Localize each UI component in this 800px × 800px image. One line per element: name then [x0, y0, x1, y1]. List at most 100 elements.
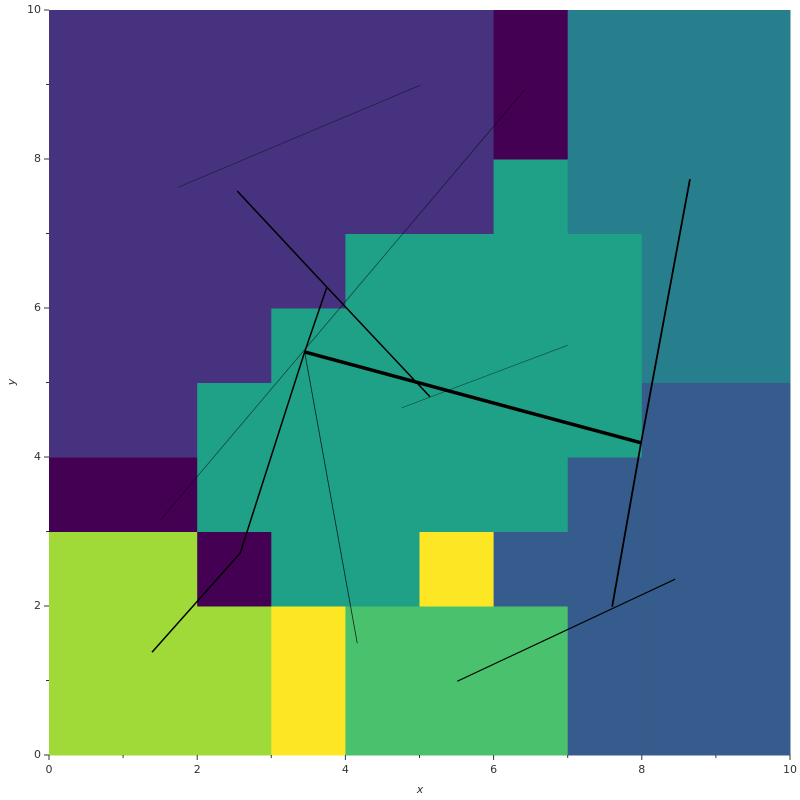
- heatmap-cell: [49, 308, 124, 383]
- heatmap-cell: [641, 159, 717, 234]
- heatmap-cell: [197, 606, 272, 681]
- heatmap-cell: [641, 457, 717, 532]
- heatmap-cell: [197, 84, 272, 160]
- heatmap-cell: [49, 680, 124, 756]
- heatmap-cell: [49, 84, 124, 160]
- heatmap-cell: [271, 10, 346, 85]
- heatmap-cell: [345, 233, 420, 309]
- y-tick-label: 10: [27, 3, 41, 16]
- heatmap-cell: [419, 457, 495, 532]
- x-tick-label: 10: [783, 763, 797, 776]
- heatmap-cell: [197, 308, 272, 383]
- heatmap-cell: [419, 10, 495, 85]
- heatmap-cell: [493, 159, 569, 234]
- heatmap-cell: [271, 84, 346, 160]
- heatmap-cell: [715, 457, 791, 532]
- heatmap-cell: [123, 233, 198, 309]
- heatmap-cell: [419, 308, 495, 383]
- heatmap-cell: [419, 382, 495, 458]
- heatmap-cell: [715, 159, 791, 234]
- heatmap-cell: [493, 10, 569, 85]
- heatmap-cell: [197, 159, 272, 234]
- heatmap-cell: [567, 457, 643, 532]
- line-segment: [151, 286, 328, 653]
- heatmap-cell: [715, 84, 791, 160]
- heatmap-cell: [419, 531, 495, 607]
- heatmap-cell: [641, 308, 717, 383]
- y-tick-label: 8: [34, 152, 41, 165]
- x-tick-label: 4: [342, 763, 349, 776]
- heatmap-cell: [197, 680, 272, 756]
- heatmap-cell: [271, 382, 346, 458]
- y-tick-label: 6: [34, 301, 41, 314]
- heatmap-cell: [419, 606, 495, 681]
- heatmap-cell: [123, 159, 198, 234]
- x-tick-label: 6: [490, 763, 497, 776]
- heatmap-cell: [49, 159, 124, 234]
- heatmap-cell: [123, 10, 198, 85]
- heatmap-cell: [567, 680, 643, 756]
- heatmap-cell: [345, 10, 420, 85]
- heatmap-cell: [419, 84, 495, 160]
- heatmap-cell: [197, 382, 272, 458]
- heatmap-cell: [567, 233, 643, 309]
- heatmap-cell: [567, 10, 643, 85]
- heatmap-cell: [493, 84, 569, 160]
- heatmap-cell: [567, 84, 643, 160]
- heatmap-cell: [271, 457, 346, 532]
- heatmap-cell: [271, 159, 346, 234]
- heatmap-cell: [49, 233, 124, 309]
- heatmap-cell: [493, 457, 569, 532]
- heatmap-cell: [49, 10, 124, 85]
- x-tick-label: 2: [194, 763, 201, 776]
- y-tick-label: 4: [34, 450, 41, 463]
- heatmap-cell: [715, 382, 791, 458]
- line-segment: [304, 351, 358, 644]
- heatmap-cell: [641, 680, 717, 756]
- y-tick-label: 0: [34, 748, 41, 761]
- heatmap-cell: [345, 606, 420, 681]
- heatmap-cell: [123, 680, 198, 756]
- heatmap-cell: [123, 457, 198, 532]
- heatmap-cell: [271, 606, 346, 681]
- heatmap-cell: [49, 606, 124, 681]
- heatmap-cell: [567, 606, 643, 681]
- heatmap-cell: [271, 680, 346, 756]
- heatmap-cell: [197, 457, 272, 532]
- heatmap-cell: [641, 382, 717, 458]
- heatmap-cell: [345, 457, 420, 532]
- heatmap-cell: [123, 531, 198, 607]
- heatmap-cell: [641, 531, 717, 607]
- heatmap-cell: [271, 233, 346, 309]
- heatmap-cell: [345, 680, 420, 756]
- heatmap-cell: [715, 680, 791, 756]
- y-tick-label: 2: [34, 599, 41, 612]
- heatmap-cell: [419, 159, 495, 234]
- line-segment: [304, 350, 642, 445]
- heatmap-cell: [641, 84, 717, 160]
- heatmap-cell: [567, 531, 643, 607]
- heatmap-cell: [197, 233, 272, 309]
- heatmap-cell: [271, 531, 346, 607]
- heatmap-cell: [345, 382, 420, 458]
- x-tick-label: 0: [46, 763, 53, 776]
- heatmap-cell: [641, 10, 717, 85]
- heatmap-cell: [197, 10, 272, 85]
- heatmap-cell: [345, 84, 420, 160]
- heatmap-cell: [123, 382, 198, 458]
- heatmap-cell: [493, 308, 569, 383]
- heatmap-cell: [49, 457, 124, 532]
- heatmap-cell: [715, 308, 791, 383]
- heatmap-cell: [641, 233, 717, 309]
- line-segment: [177, 84, 421, 188]
- heatmap-cell: [345, 531, 420, 607]
- heatmap-cell: [197, 531, 272, 607]
- line-segment: [457, 578, 676, 682]
- y-axis-label: y: [5, 378, 18, 386]
- x-tick-label: 8: [638, 763, 645, 776]
- heatmap-cell: [419, 233, 495, 309]
- x-axis-label: x: [416, 783, 424, 796]
- heatmap-cell: [123, 84, 198, 160]
